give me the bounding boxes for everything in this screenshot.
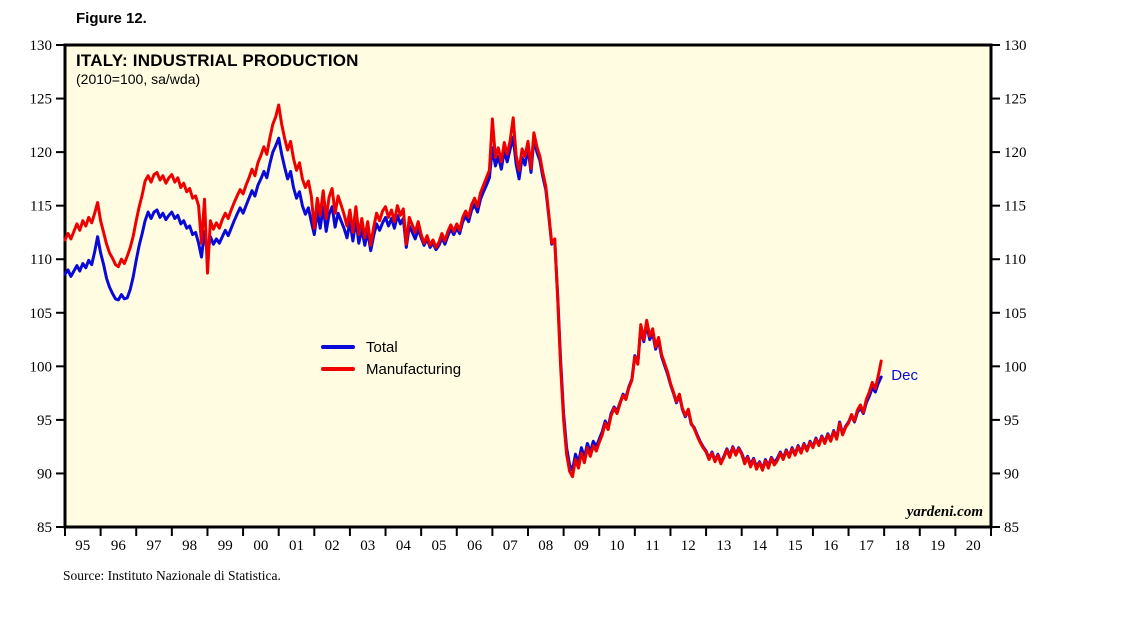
svg-text:14: 14	[752, 538, 768, 554]
svg-text:17: 17	[859, 538, 875, 554]
legend-label-manufacturing: Manufacturing	[366, 360, 462, 378]
svg-text:99: 99	[218, 538, 233, 554]
svg-text:13: 13	[716, 538, 731, 554]
chart-title: ITALY: INDUSTRIAL PRODUCTION	[76, 51, 359, 70]
svg-text:100: 100	[30, 359, 53, 375]
svg-text:10: 10	[610, 538, 625, 554]
svg-text:11: 11	[645, 538, 659, 554]
svg-text:125: 125	[1004, 92, 1027, 108]
svg-text:90: 90	[37, 466, 52, 482]
svg-text:09: 09	[574, 538, 589, 554]
svg-text:105: 105	[1004, 306, 1027, 322]
svg-text:110: 110	[30, 252, 52, 268]
svg-text:120: 120	[30, 145, 53, 161]
watermark: yardeni.com	[906, 504, 983, 520]
svg-text:06: 06	[467, 538, 483, 554]
svg-text:16: 16	[823, 538, 839, 554]
svg-text:85: 85	[1004, 520, 1019, 536]
svg-text:120: 120	[1004, 145, 1027, 161]
svg-text:130: 130	[30, 38, 53, 54]
svg-text:97: 97	[147, 538, 163, 554]
svg-text:02: 02	[325, 538, 340, 554]
svg-text:05: 05	[431, 538, 446, 554]
svg-text:18: 18	[894, 538, 909, 554]
svg-text:01: 01	[289, 538, 304, 554]
svg-text:00: 00	[253, 538, 268, 554]
legend-item-total: Total	[321, 336, 461, 358]
svg-text:12: 12	[681, 538, 696, 554]
svg-text:96: 96	[111, 538, 127, 554]
svg-text:04: 04	[396, 538, 412, 554]
figure-label: Figure 12.	[76, 10, 147, 27]
svg-text:07: 07	[503, 538, 519, 554]
svg-text:115: 115	[30, 199, 52, 215]
svg-text:03: 03	[360, 538, 375, 554]
svg-text:98: 98	[182, 538, 197, 554]
svg-text:100: 100	[1004, 359, 1027, 375]
legend-item-manufacturing: Manufacturing	[321, 358, 461, 380]
svg-text:20: 20	[966, 538, 981, 554]
svg-text:115: 115	[1004, 199, 1026, 215]
svg-text:95: 95	[1004, 413, 1019, 429]
chart-legend: Total Manufacturing	[321, 336, 461, 380]
manufacturing-line-swatch	[321, 367, 355, 371]
last-point-annotation: Dec	[891, 367, 918, 385]
svg-text:110: 110	[1004, 252, 1026, 268]
svg-text:85: 85	[37, 520, 52, 536]
svg-text:95: 95	[37, 413, 52, 429]
svg-text:125: 125	[30, 92, 53, 108]
svg-text:130: 130	[1004, 38, 1027, 54]
svg-text:15: 15	[788, 538, 803, 554]
svg-text:90: 90	[1004, 466, 1019, 482]
legend-label-total: Total	[366, 338, 398, 356]
svg-text:95: 95	[75, 538, 90, 554]
svg-text:105: 105	[30, 306, 53, 322]
svg-text:19: 19	[930, 538, 945, 554]
total-line-swatch	[321, 345, 355, 349]
chart-subtitle: (2010=100, sa/wda)	[76, 71, 201, 87]
svg-text:08: 08	[538, 538, 553, 554]
source-note: Source: Instituto Nazionale di Statistic…	[63, 568, 281, 583]
